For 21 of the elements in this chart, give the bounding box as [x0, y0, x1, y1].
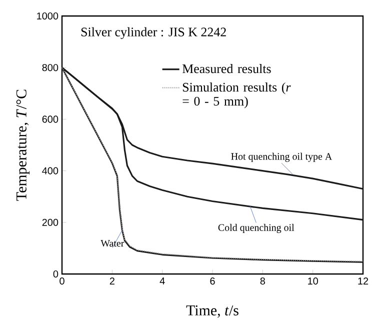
y-tick-label: 800: [42, 64, 58, 72]
x-tick-label: 0: [60, 278, 64, 285]
y-tick-label: 0: [53, 270, 58, 278]
y-tick-label: 1000: [37, 12, 58, 20]
x-tick-label: 6: [210, 278, 215, 285]
x-tick-label: 8: [260, 278, 266, 285]
text: Simulation results (r = 0 - 5 mm): [182, 82, 291, 108]
y-tick-label: 200: [42, 218, 58, 226]
legend-label: Measured results: [182, 64, 271, 74]
x-tick-label: 10: [308, 278, 318, 285]
x-tick-label: 12: [358, 278, 368, 284]
x-tick-label: 2: [110, 278, 114, 284]
annotation: Hot quenching oil type A: [231, 152, 332, 162]
y-tick-label: 400: [42, 167, 58, 174]
y-tick-label: 600: [42, 116, 58, 123]
y-axis-title: Temperature, T/°C: [16, 90, 30, 201]
annotation: Water: [100, 240, 124, 247]
legend-title: Silver cylinder : JIS K 2242: [81, 27, 226, 40]
annotation: Cold quenching oil: [218, 224, 294, 233]
x-tick-label: 4: [160, 278, 165, 284]
x-axis-title: Time, t/s: [186, 305, 238, 318]
